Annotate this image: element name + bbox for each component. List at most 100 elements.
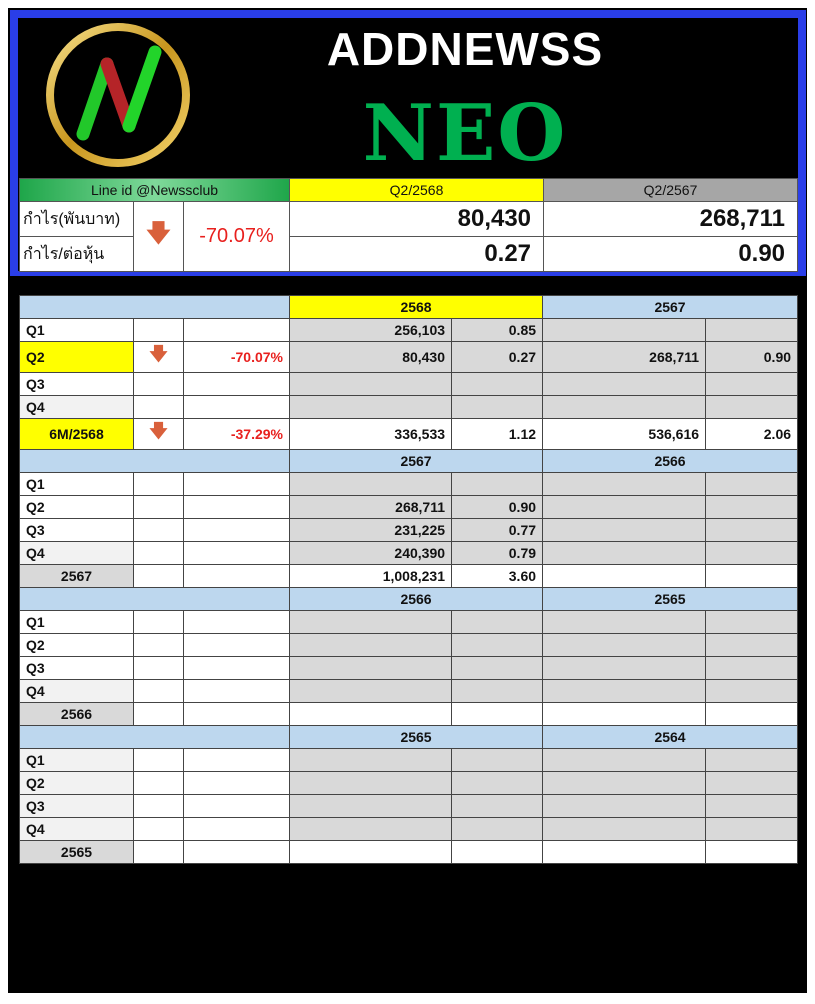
year-header-b: 2564 <box>542 725 799 749</box>
profit-a <box>289 840 453 864</box>
row-label: Q1 <box>19 472 134 496</box>
eps-b <box>705 794 799 818</box>
eps-a: 0.90 <box>451 495 544 519</box>
row-label: Q1 <box>19 318 134 342</box>
eps-b <box>705 472 799 496</box>
arrow-cell <box>133 656 184 680</box>
table-row: Q4 <box>19 395 799 419</box>
eps-b <box>705 748 799 772</box>
profit-label: กำไร(พันบาท) <box>19 201 134 237</box>
table-row: Q2 <box>19 771 799 795</box>
change-percent <box>182 748 291 772</box>
arrow-down-icon: 🡇 <box>133 418 184 450</box>
year-header-a: 2568 <box>289 295 544 319</box>
stock-ticker: NEO <box>362 88 568 179</box>
profit-b <box>542 495 707 519</box>
table-row: 2565 <box>19 840 799 864</box>
profit-b <box>542 564 707 588</box>
arrow-cell <box>133 817 184 841</box>
table-row: 2566 <box>19 702 799 726</box>
table-row: Q1 <box>19 610 799 634</box>
profit-b <box>542 372 707 396</box>
eps-b <box>705 395 799 419</box>
change-percent <box>182 771 291 795</box>
brand-name: ADDNEWSS <box>326 23 604 75</box>
section-header-row: 2567 2566 <box>18 449 799 473</box>
eps-b <box>705 633 799 657</box>
arrow-cell <box>133 840 184 864</box>
row-label: Q2 <box>19 341 134 373</box>
profit-a: 231,225 <box>289 518 453 542</box>
change-percent <box>182 656 291 680</box>
eps-a <box>451 372 544 396</box>
arrow-down-icon: 🡇 <box>133 341 184 373</box>
change-percent <box>182 541 291 565</box>
eps-a <box>451 633 544 657</box>
summary-table: Line id @Newssclub Q2/2568 Q2/2567 กำไร(… <box>18 178 799 272</box>
table-row: Q1 <box>19 748 799 772</box>
eps-b <box>705 840 799 864</box>
eps-a: 0.27 <box>451 341 544 373</box>
change-percent <box>182 472 291 496</box>
eps-a: 0.85 <box>451 318 544 342</box>
eps-previous: 0.90 <box>543 236 799 272</box>
profit-a <box>289 656 453 680</box>
arrow-cell <box>133 771 184 795</box>
section-header-blank <box>18 295 291 319</box>
col-header-current: Q2/2568 <box>289 178 545 202</box>
arrow-cell <box>133 318 184 342</box>
section-header-row: 2568 2567 <box>18 295 799 319</box>
row-label: Q3 <box>19 518 134 542</box>
profit-a <box>289 794 453 818</box>
eps-a <box>451 472 544 496</box>
eps-a: 3.60 <box>451 564 544 588</box>
eps-a <box>451 817 544 841</box>
eps-a <box>451 794 544 818</box>
profit-a <box>289 472 453 496</box>
year-header-b: 2566 <box>542 449 799 473</box>
eps-a <box>451 656 544 680</box>
eps-b <box>705 318 799 342</box>
profit-a: 1,008,231 <box>289 564 453 588</box>
table-row: Q2 268,711 0.90 <box>19 495 799 519</box>
eps-b <box>705 702 799 726</box>
row-label: 2565 <box>19 840 134 864</box>
arrow-cell <box>133 472 184 496</box>
change-percent <box>182 395 291 419</box>
eps-a: 0.79 <box>451 541 544 565</box>
eps-a: 1.12 <box>451 418 544 450</box>
profit-a <box>289 679 453 703</box>
profit-a <box>289 633 453 657</box>
change-percent <box>182 794 291 818</box>
quarterly-table: 2568 2567 Q1 256,103 0.85 Q2 🡇 -70.07% 80,430 0.2… <box>18 295 799 864</box>
row-label: Q1 <box>19 748 134 772</box>
table-row: Q4 240,390 0.79 <box>19 541 799 565</box>
profit-a: 256,103 <box>289 318 453 342</box>
row-label: Q3 <box>19 372 134 396</box>
row-label: Q4 <box>19 817 134 841</box>
table-row: Q3 <box>19 656 799 680</box>
arrow-cell <box>133 541 184 565</box>
eps-b <box>705 564 799 588</box>
change-percent <box>182 518 291 542</box>
table-row: Q3 <box>19 794 799 818</box>
table-row: 6M/2568 🡇 -37.29% 336,533 1.12 536,616 2.06 <box>19 418 799 450</box>
row-label: Q4 <box>19 679 134 703</box>
section-header-blank <box>18 587 291 611</box>
arrow-cell <box>133 702 184 726</box>
profit-b <box>542 656 707 680</box>
profit-b <box>542 679 707 703</box>
row-label: 2566 <box>19 702 134 726</box>
eps-a <box>451 702 544 726</box>
change-percent <box>182 495 291 519</box>
change-percent <box>182 372 291 396</box>
profit-a <box>289 610 453 634</box>
row-label: 2567 <box>19 564 134 588</box>
eps-current: 0.27 <box>289 236 545 272</box>
year-header-b: 2567 <box>542 295 799 319</box>
profit-a <box>289 748 453 772</box>
eps-a <box>451 610 544 634</box>
profit-b <box>542 771 707 795</box>
year-header-b: 2565 <box>542 587 799 611</box>
table-row: Q2 🡇 -70.07% 80,430 0.27 268,711 0.90 <box>19 341 799 373</box>
